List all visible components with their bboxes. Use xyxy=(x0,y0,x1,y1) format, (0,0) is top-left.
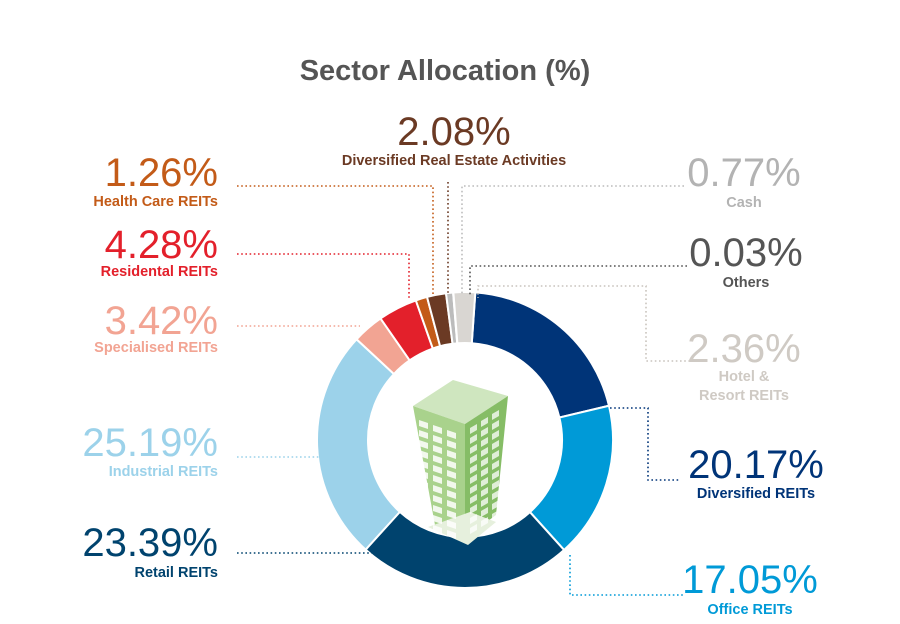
leader-lines xyxy=(237,182,690,596)
value-label-diversified-reits: 20.17% xyxy=(688,443,824,487)
value-label-retail-reits: 23.39% xyxy=(82,521,218,565)
category-label-cash: Cash xyxy=(726,195,761,211)
category-label-hotel-resort-reits: Resort REITs xyxy=(699,388,789,404)
value-label-others: 0.03% xyxy=(689,231,802,275)
value-label-cash: 0.77% xyxy=(687,151,800,195)
category-label-diversified-reits: Diversified REITs xyxy=(697,486,815,502)
leader-office-reits xyxy=(569,555,685,596)
leader-residental-reits xyxy=(237,253,410,300)
value-label-office-reits: 17.05% xyxy=(682,558,818,602)
leader-health-care-reits xyxy=(237,185,434,296)
building-icon xyxy=(413,380,508,545)
leader-hotel-resort-reits xyxy=(477,285,690,362)
value-label-industrial-reits: 25.19% xyxy=(82,421,218,465)
category-label-health-care-reits: Health Care REITs xyxy=(93,194,218,210)
leader-others xyxy=(469,265,687,296)
leader-cash xyxy=(461,185,684,294)
category-label-hotel-resort-reits: Hotel & xyxy=(719,369,770,385)
value-label-specialised-reits: 3.42% xyxy=(105,299,218,343)
category-label-office-reits: Office REITs xyxy=(707,602,792,618)
slice-hotel-resort-reits xyxy=(452,291,477,345)
value-label-residental-reits: 4.28% xyxy=(105,223,218,267)
chart-title: Sector Allocation (%) xyxy=(300,55,591,87)
category-label-diversified-real-estate-activities: Diversified Real Estate Activities xyxy=(342,153,566,169)
value-label-hotel-resort-reits: 2.36% xyxy=(687,327,800,371)
category-label-others: Others xyxy=(723,275,770,291)
category-label-residental-reits: Residental REITs xyxy=(101,264,218,280)
slice-industrial-reits xyxy=(316,337,402,552)
slice-labels: 20.17%Diversified REITs 17.05%Office REIT… xyxy=(82,110,824,618)
category-label-industrial-reits: Industrial REITs xyxy=(109,464,218,480)
value-label-diversified-real-estate-activities: 2.08% xyxy=(397,110,510,154)
leader-diversified-reits xyxy=(610,407,680,481)
category-label-specialised-reits: Specialised REITs xyxy=(94,340,218,356)
value-label-health-care-reits: 1.26% xyxy=(105,151,218,195)
donut-slices xyxy=(316,291,614,589)
category-label-retail-reits: Retail REITs xyxy=(134,565,218,581)
